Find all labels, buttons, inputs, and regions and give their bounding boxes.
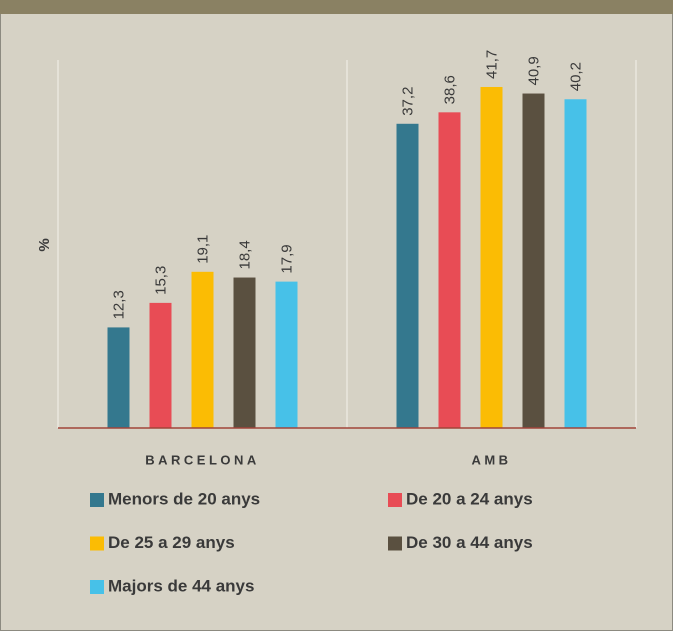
legend-label: Majors de 44 anys [108,576,254,595]
legend-swatch [90,580,104,594]
legend-label: De 30 a 44 anys [406,533,533,552]
legend-label: Menors de 20 anys [108,489,260,508]
legend-swatch [90,536,104,551]
bar [480,86,503,428]
value-label: 38,6 [441,75,458,104]
bar [438,112,461,429]
value-label: 41,7 [483,50,500,79]
bar [233,277,256,428]
value-label: 15,3 [152,266,169,295]
bar [149,302,172,428]
bar [396,123,419,428]
y-axis-label: % [36,238,53,251]
legend-swatch [388,493,402,507]
legend-label: De 20 a 24 anys [406,489,533,508]
value-label: 37,2 [399,87,416,116]
legend-swatch [90,493,104,507]
bar [522,93,545,428]
legend-label: De 25 a 29 anys [108,533,235,552]
value-label: 12,3 [110,290,127,319]
bar [275,281,298,428]
legend-swatch [388,536,402,551]
bar [107,327,130,428]
value-label: 17,9 [278,244,295,273]
value-label: 18,4 [236,240,253,269]
x-tick-label: BARCELONA [145,452,260,467]
value-label: 40,9 [525,56,542,85]
x-tick-label: AMB [471,452,511,467]
bar [191,271,214,428]
value-label: 40,2 [567,62,584,91]
header-bar [0,0,673,14]
value-label: 19,1 [194,235,211,264]
bar [564,99,587,429]
